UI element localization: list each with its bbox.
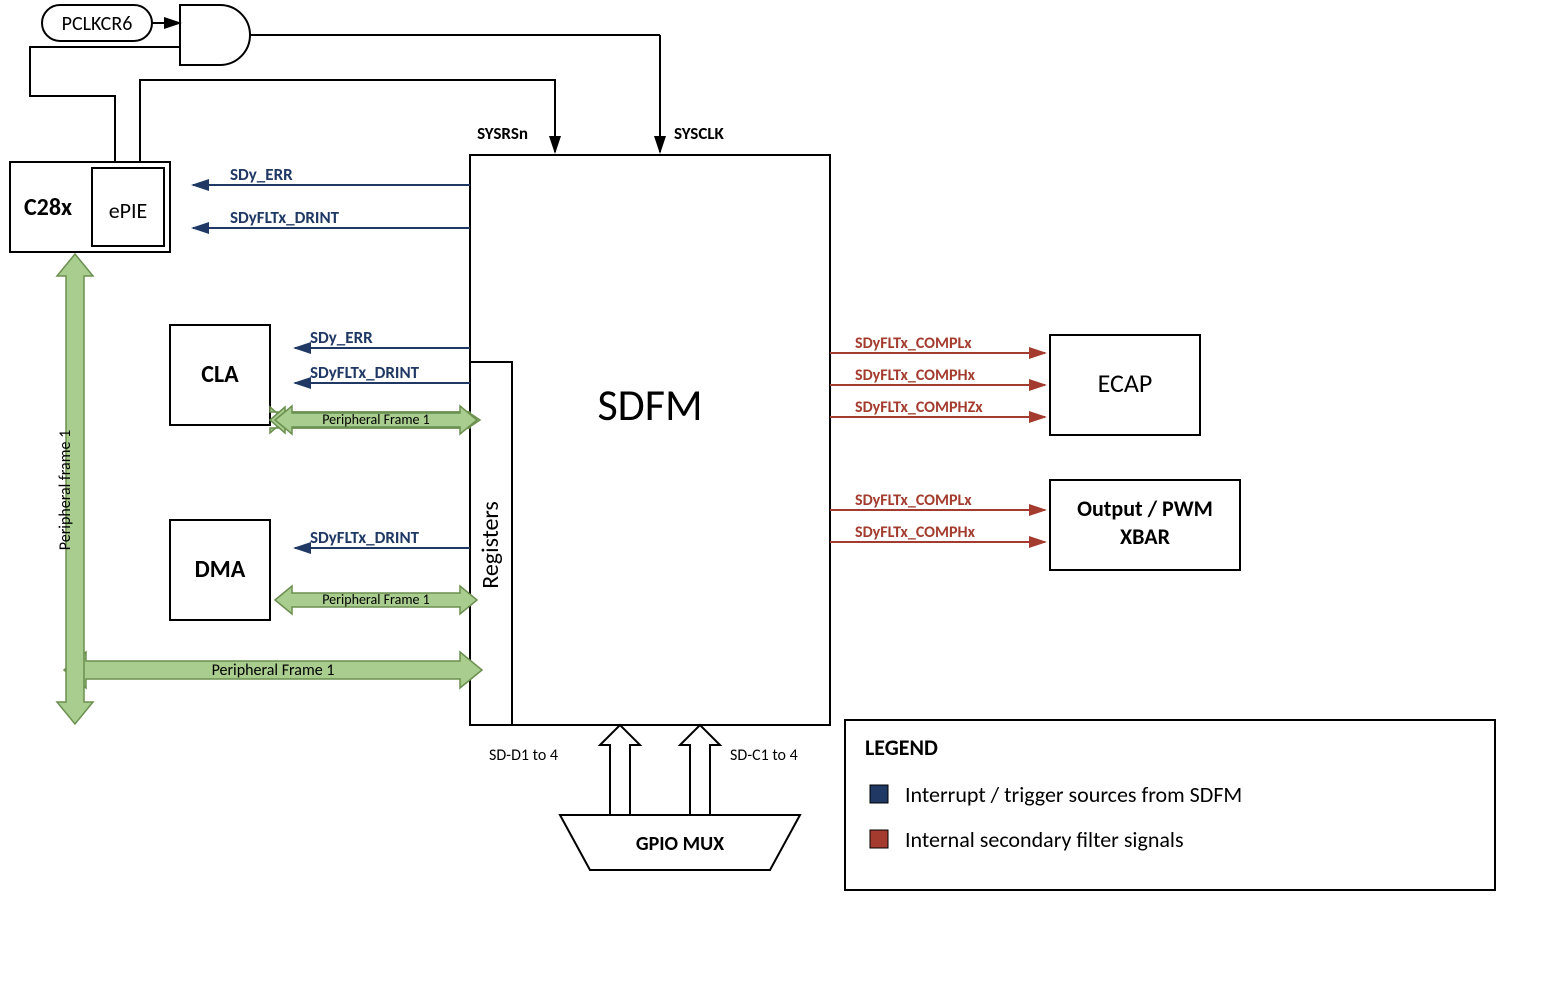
epie-label: ePIE xyxy=(109,197,148,224)
cla-sdy-err-label: SDy_ERR xyxy=(310,327,373,348)
gpio-mux-label: GPIO MUX xyxy=(636,832,724,856)
xbar-comphx-label: SDyFLTx_COMPHx xyxy=(855,523,976,542)
cla-drint-label: SDyFLTx_DRINT xyxy=(310,362,420,383)
legend-item1: Interrupt / trigger sources from SDFM xyxy=(905,781,1242,808)
sdd-label: SD-D1 to 4 xyxy=(489,746,558,765)
sdc-arrow xyxy=(680,725,720,815)
legend-item2: Internal secondary filter signals xyxy=(905,826,1184,853)
epie-sdy-err-label: SDy_ERR xyxy=(230,164,293,185)
cla-label: CLA xyxy=(201,360,239,389)
sdd-arrow xyxy=(600,725,640,815)
main-hbus-label: Peripheral Frame 1 xyxy=(212,661,335,680)
sdfm-label: SDFM xyxy=(597,378,702,432)
ecap-complx-label: SDyFLTx_COMPLx xyxy=(855,334,972,353)
xbar-complx-label: SDyFLTx_COMPLx xyxy=(855,491,972,510)
sdc-label: SD-C1 to 4 xyxy=(730,746,798,765)
legend-swatch-blue xyxy=(870,785,888,803)
and-gate xyxy=(180,5,250,65)
xbar-label1: Output / PWM xyxy=(1077,495,1213,522)
epie-drint-label: SDyFLTx_DRINT xyxy=(230,207,340,228)
main-vbus-label: Peripheral frame 1 xyxy=(56,430,75,550)
c28x-label: C28x xyxy=(24,193,72,222)
dma-label: DMA xyxy=(195,555,246,584)
ecap-comphx-label: SDyFLTx_COMPHx xyxy=(855,366,976,385)
pclkcr6-label: PCLKCR6 xyxy=(62,12,133,36)
sysrsn-label: SYSRSn xyxy=(477,123,528,144)
dma-bus-label: Peripheral Frame 1 xyxy=(322,591,430,608)
cla-bus-label: Peripheral Frame 1 xyxy=(322,411,430,428)
sdfm-block-diagram: PCLKCR6 SYSCLK SYSRSn C28x ePIE SDFM Reg… xyxy=(0,0,1552,983)
ecap-label: ECAP xyxy=(1098,367,1153,399)
sdfm-block xyxy=(470,155,830,725)
xbar-label2: XBAR xyxy=(1120,523,1171,550)
sysclk-label: SYSCLK xyxy=(674,123,725,144)
legend-title: LEGEND xyxy=(865,734,938,761)
ecap-comphzx-label: SDyFLTx_COMPHZx xyxy=(855,398,983,417)
legend-swatch-red xyxy=(870,830,888,848)
dma-drint-label: SDyFLTx_DRINT xyxy=(310,527,420,548)
registers-label: Registers xyxy=(476,501,505,589)
